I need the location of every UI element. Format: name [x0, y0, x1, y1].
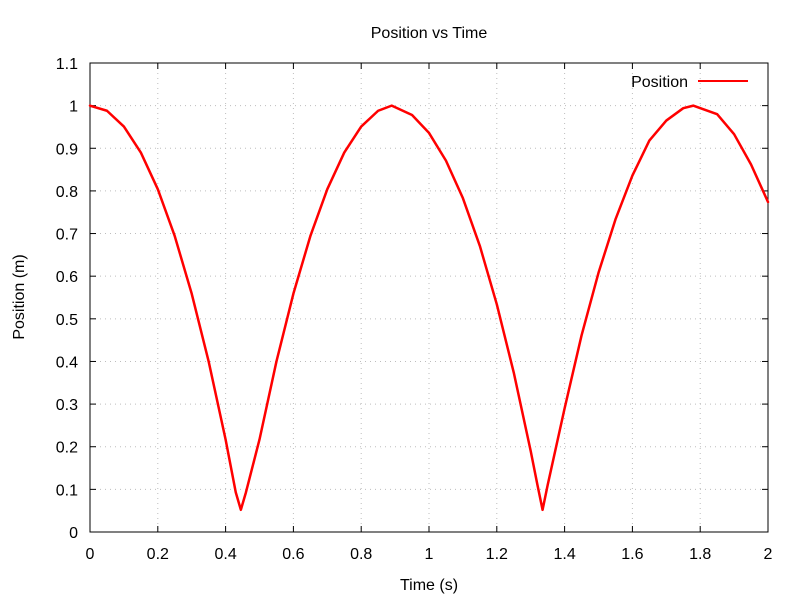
- series-group: [88, 104, 770, 512]
- grid-lines: [90, 63, 768, 532]
- legend: Position: [631, 74, 748, 91]
- y-tick-label: 0.9: [56, 141, 78, 158]
- y-tick-label: 0: [69, 525, 78, 542]
- legend-label: Position: [631, 74, 688, 91]
- chart-title: Position vs Time: [371, 25, 488, 42]
- y-tick-label: 0.4: [56, 354, 78, 371]
- x-tick-label: 1.4: [553, 546, 575, 563]
- x-tick-label: 1.6: [621, 546, 643, 563]
- y-tick-label: 0.3: [56, 397, 78, 414]
- x-tick-label: 1.8: [689, 546, 711, 563]
- x-tick-label: 0.4: [214, 546, 236, 563]
- y-tick-label: 0.5: [56, 312, 78, 329]
- series-line-position: [88, 104, 770, 512]
- y-tick-label: 1.1: [56, 56, 78, 73]
- y-tick-label: 0.6: [56, 269, 78, 286]
- x-tick-label: 0.8: [350, 546, 372, 563]
- x-tick-label: 0: [86, 546, 95, 563]
- y-tick-label: 0.7: [56, 227, 78, 244]
- y-tick-label: 0.2: [56, 440, 78, 457]
- x-tick-label: 1.2: [486, 546, 508, 563]
- x-tick-label: 2: [764, 546, 773, 563]
- y-tick-label: 1: [69, 99, 78, 116]
- x-tick-label: 1: [425, 546, 434, 563]
- x-tick-label: 0.2: [147, 546, 169, 563]
- y-tick-label: 0.1: [56, 482, 78, 499]
- x-axis-label: Time (s): [400, 577, 458, 594]
- ticks: 0 0.2 0.4 0.6 0.8 1 1.2 1.4 1.6 1.8 2 0 0.1 0.2 0.3 0.4…: [56, 56, 773, 563]
- y-axis-label: Position (m): [11, 254, 28, 339]
- x-tick-label: 0.6: [282, 546, 304, 563]
- y-tick-label: 0.8: [56, 184, 78, 201]
